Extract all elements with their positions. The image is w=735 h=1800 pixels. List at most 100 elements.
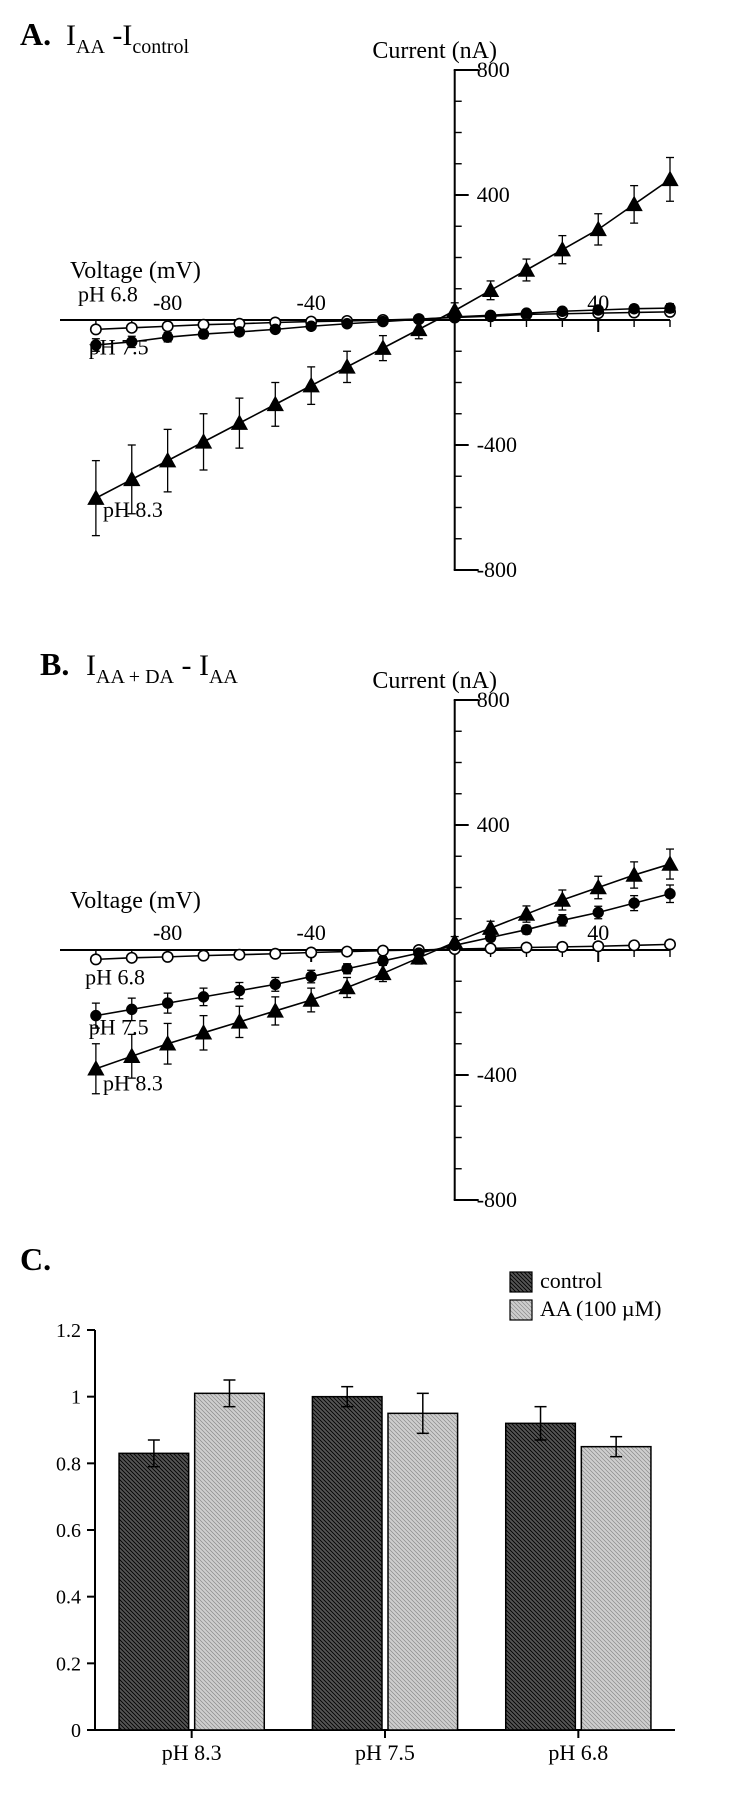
filled-triangle-marker-icon bbox=[124, 1048, 140, 1062]
filled-triangle-marker-icon bbox=[662, 856, 678, 870]
ytick-label: -800 bbox=[477, 557, 517, 582]
filled-triangle-marker-icon bbox=[232, 415, 248, 429]
series-label: pH 6.8 bbox=[78, 281, 138, 306]
filled-triangle-marker-icon bbox=[196, 1025, 212, 1039]
filled-triangle-marker-icon bbox=[626, 197, 642, 211]
filled-triangle-marker-icon bbox=[267, 397, 283, 411]
filled-circle-marker-icon bbox=[665, 303, 675, 313]
filled-triangle-marker-icon bbox=[555, 892, 571, 906]
open-circle-marker-icon bbox=[91, 324, 101, 334]
open-circle-marker-icon bbox=[234, 949, 244, 959]
bar bbox=[388, 1413, 458, 1730]
open-circle-marker-icon bbox=[127, 953, 137, 963]
ytick-label: -400 bbox=[477, 432, 517, 457]
filled-triangle-marker-icon bbox=[519, 906, 535, 920]
open-circle-marker-icon bbox=[665, 939, 675, 949]
legend-label: AA (100 µM) bbox=[540, 1296, 661, 1321]
filled-triangle-marker-icon bbox=[555, 242, 571, 256]
ytick-label: 0.6 bbox=[56, 1520, 81, 1542]
open-circle-marker-icon bbox=[270, 949, 280, 959]
series-label: pH 8.3 bbox=[103, 1071, 163, 1096]
filled-triangle-marker-icon bbox=[88, 490, 104, 504]
category-label: pH 6.8 bbox=[548, 1740, 608, 1765]
bar bbox=[312, 1397, 382, 1730]
legend-swatch-icon bbox=[510, 1300, 532, 1320]
filled-triangle-marker-icon bbox=[124, 472, 140, 486]
xtick-label: -40 bbox=[297, 290, 326, 315]
series-label: pH 8.3 bbox=[103, 497, 163, 522]
ytick-label: -400 bbox=[477, 1062, 517, 1087]
filled-circle-marker-icon bbox=[342, 964, 352, 974]
panel-title: IAA -Icontrol bbox=[66, 19, 189, 58]
filled-triangle-marker-icon bbox=[339, 359, 355, 373]
y-axis-label: Current (nA) bbox=[372, 668, 497, 694]
ytick-label: -800 bbox=[477, 1187, 517, 1212]
filled-triangle-marker-icon bbox=[662, 172, 678, 186]
legend-label: control bbox=[540, 1268, 602, 1293]
filled-triangle-marker-icon bbox=[375, 966, 391, 980]
ytick-label: 0 bbox=[71, 1720, 81, 1742]
panel-label: A. bbox=[20, 16, 51, 52]
filled-triangle-marker-icon bbox=[232, 1014, 248, 1028]
filled-circle-marker-icon bbox=[593, 907, 603, 917]
open-circle-marker-icon bbox=[342, 946, 352, 956]
open-circle-marker-icon bbox=[162, 952, 172, 962]
filled-circle-marker-icon bbox=[665, 889, 675, 899]
filled-triangle-marker-icon bbox=[447, 303, 463, 317]
filled-circle-marker-icon bbox=[270, 324, 280, 334]
series-label: pH 7.5 bbox=[89, 334, 149, 359]
filled-circle-marker-icon bbox=[198, 329, 208, 339]
filled-circle-marker-icon bbox=[521, 924, 531, 934]
ytick-label: 400 bbox=[477, 812, 510, 837]
filled-circle-marker-icon bbox=[306, 321, 316, 331]
filled-triangle-marker-icon bbox=[303, 992, 319, 1006]
open-circle-marker-icon bbox=[629, 940, 639, 950]
filled-triangle-marker-icon bbox=[267, 1003, 283, 1017]
filled-circle-marker-icon bbox=[593, 305, 603, 315]
filled-triangle-marker-icon bbox=[160, 453, 176, 467]
filled-triangle-marker-icon bbox=[339, 980, 355, 994]
filled-triangle-marker-icon bbox=[483, 283, 499, 297]
filled-circle-marker-icon bbox=[162, 332, 172, 342]
filled-triangle-marker-icon bbox=[411, 322, 427, 336]
series-label: pH 7.5 bbox=[89, 1014, 149, 1039]
open-circle-marker-icon bbox=[485, 943, 495, 953]
open-circle-marker-icon bbox=[378, 945, 388, 955]
filled-triangle-marker-icon bbox=[196, 434, 212, 448]
filled-circle-marker-icon bbox=[306, 971, 316, 981]
ytick-label: 0.2 bbox=[56, 1653, 81, 1675]
open-circle-marker-icon bbox=[198, 950, 208, 960]
filled-circle-marker-icon bbox=[378, 316, 388, 326]
ytick-label: 0.4 bbox=[56, 1587, 81, 1609]
filled-triangle-marker-icon bbox=[519, 262, 535, 276]
filled-circle-marker-icon bbox=[342, 319, 352, 329]
filled-circle-marker-icon bbox=[557, 915, 567, 925]
filled-triangle-marker-icon bbox=[483, 920, 499, 934]
filled-triangle-marker-icon bbox=[88, 1061, 104, 1075]
open-circle-marker-icon bbox=[521, 942, 531, 952]
filled-triangle-marker-icon bbox=[590, 222, 606, 236]
bar bbox=[581, 1447, 651, 1730]
x-axis-label: Voltage (mV) bbox=[70, 888, 201, 914]
open-circle-marker-icon bbox=[162, 321, 172, 331]
panel-title: IAA + DA - IAA bbox=[86, 649, 238, 688]
panel-b: B.IAA + DA - IAA-800-400400800-80-4040Cu… bbox=[40, 646, 678, 1212]
bar bbox=[119, 1453, 189, 1730]
xtick-label: -40 bbox=[297, 920, 326, 945]
filled-triangle-marker-icon bbox=[375, 340, 391, 354]
figure-svg: A.IAA -Icontrol-800-400400800-80-4040Cur… bbox=[0, 0, 735, 1800]
filled-triangle-marker-icon bbox=[160, 1036, 176, 1050]
filled-circle-marker-icon bbox=[127, 1004, 137, 1014]
series-label: pH 6.8 bbox=[85, 964, 145, 989]
filled-triangle-marker-icon bbox=[303, 378, 319, 392]
bar bbox=[506, 1423, 576, 1730]
panel-c: C.00.20.40.60.811.2pH 8.3pH 7.5pH 6.8con… bbox=[20, 1241, 675, 1765]
figure-container: A.IAA -Icontrol-800-400400800-80-4040Cur… bbox=[0, 0, 735, 1800]
open-circle-marker-icon bbox=[557, 942, 567, 952]
filled-circle-marker-icon bbox=[485, 310, 495, 320]
open-circle-marker-icon bbox=[127, 323, 137, 333]
filled-circle-marker-icon bbox=[629, 304, 639, 314]
filled-circle-marker-icon bbox=[198, 992, 208, 1002]
x-axis-label: Voltage (mV) bbox=[70, 258, 201, 284]
legend-swatch-icon bbox=[510, 1272, 532, 1292]
